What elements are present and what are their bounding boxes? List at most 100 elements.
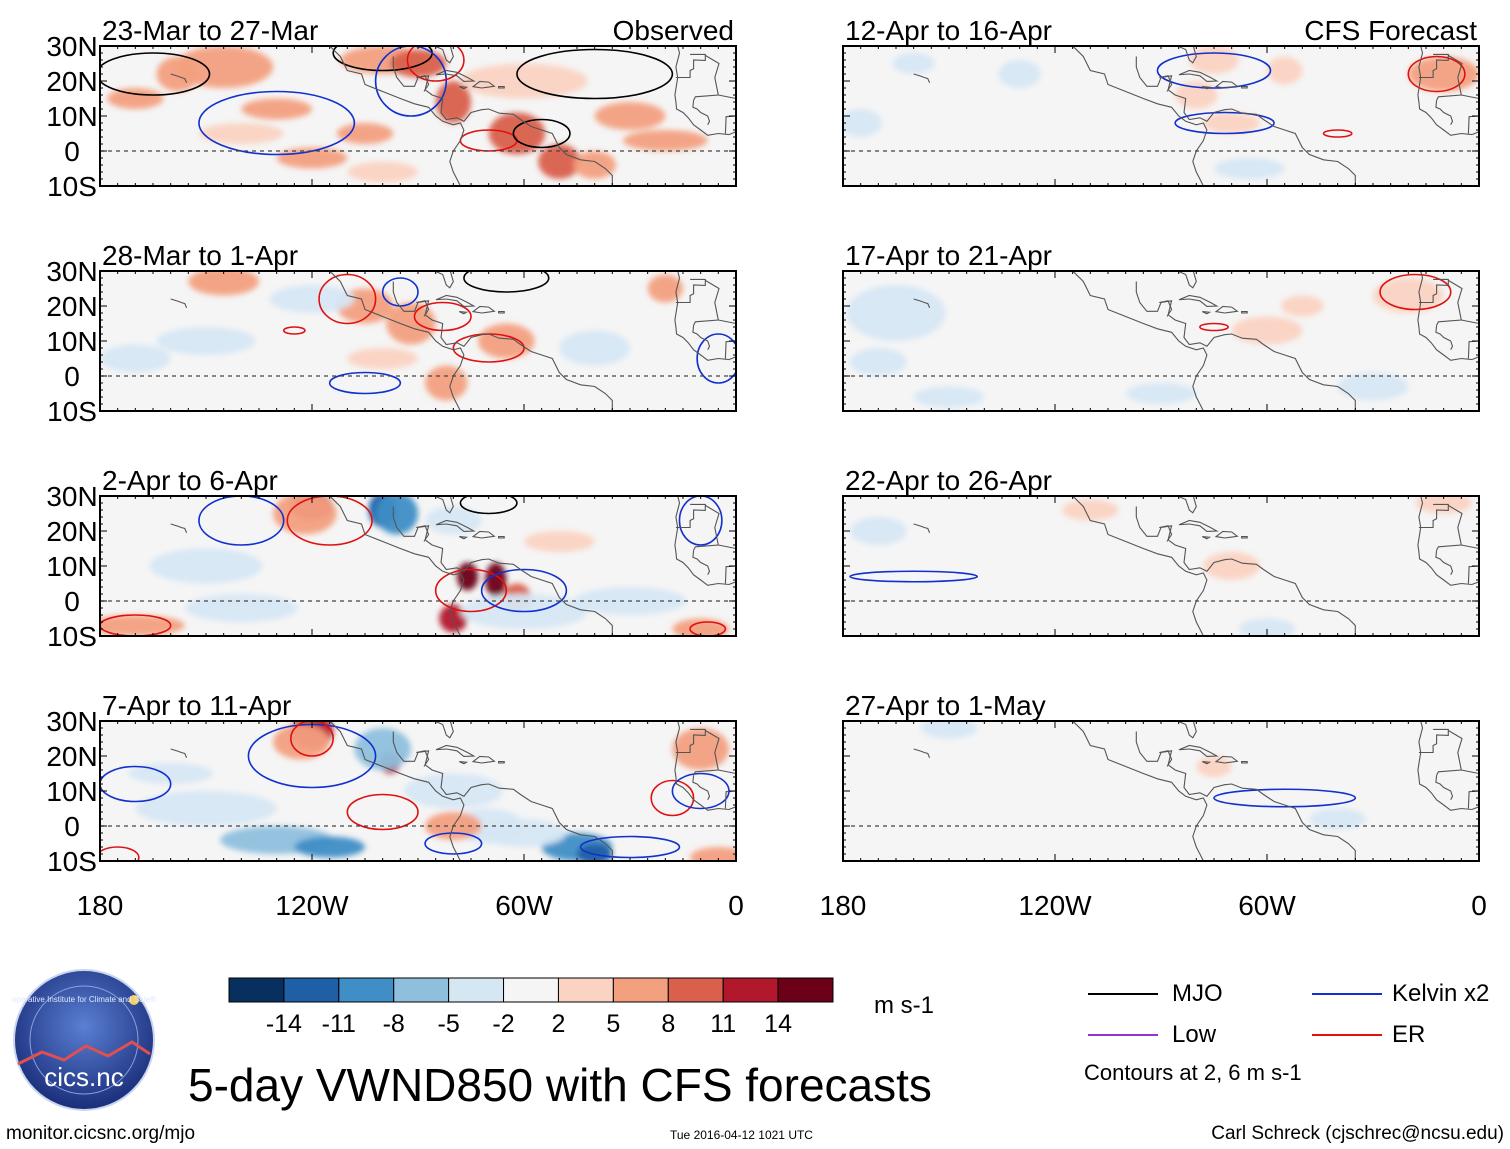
coastlines (170, 496, 736, 636)
coastline (1159, 525, 1173, 542)
anomaly-blob (690, 847, 736, 861)
coastline (1135, 731, 1356, 861)
wave-contour (1379, 273, 1452, 311)
anomaly-blob (425, 365, 468, 401)
y-tick-label: 10S (47, 171, 97, 202)
coastline (674, 271, 736, 361)
wave-contour (374, 46, 448, 117)
colorbar-swatch (448, 977, 505, 1003)
border (1436, 730, 1463, 776)
anomaly-blob (488, 112, 546, 155)
coastline (416, 300, 430, 317)
colorbar-tick-label: 8 (661, 1010, 675, 1035)
anomaly-blob (998, 60, 1041, 88)
x-tick-label: 120W (275, 890, 349, 921)
island (1178, 744, 1219, 757)
anomaly-blob (920, 721, 978, 739)
wave-contour (282, 326, 306, 335)
anomaly-blob (269, 285, 355, 313)
island (435, 519, 476, 532)
panel-date-label: 23-Mar to 27-Mar (102, 15, 318, 46)
anomaly-blob (481, 819, 567, 847)
anomaly-blob (1337, 372, 1409, 401)
coastline (170, 748, 188, 759)
border (1435, 325, 1454, 351)
wave-contour (198, 496, 285, 546)
coastline (1159, 75, 1173, 92)
legend-contour-note: Contours at 2, 6 m s-1 (1084, 1060, 1302, 1085)
coastline (170, 73, 188, 84)
coastline (328, 46, 465, 186)
island (1241, 86, 1248, 89)
border (1461, 94, 1479, 134)
panel-background (843, 496, 1479, 636)
coastline (328, 496, 465, 636)
y-tick-label: 0 (64, 136, 80, 167)
colorbar-swatch (338, 977, 395, 1003)
coastline (1417, 271, 1479, 361)
colorbar-tick-label: 14 (764, 1010, 792, 1035)
wave-contour (1322, 129, 1353, 138)
panel-background (843, 721, 1479, 861)
island (1214, 755, 1239, 764)
anomaly-blob (538, 144, 581, 179)
border (693, 504, 720, 551)
legend-label-low: Low (1172, 1021, 1217, 1048)
cics-logo: cics.nc Cooperative Institute for Climat… (12, 969, 156, 1111)
legend-line-mjo (1088, 993, 1158, 995)
map-panel: 17-Apr to 21-Apr (842, 240, 1480, 412)
coastline (416, 75, 430, 92)
legend-line-er (1312, 1034, 1382, 1036)
border (718, 769, 736, 809)
colorbar: -14 -11 -8 -5 -2 2 5 8 11 14 (228, 977, 834, 1035)
panel-plot-area (843, 496, 1479, 636)
wave-contour (100, 765, 172, 803)
anomaly-blob (524, 531, 595, 552)
wave-contour (381, 277, 419, 307)
logo-text: cics.nc (44, 1062, 123, 1092)
coastline (1417, 496, 1479, 586)
border (1461, 544, 1479, 584)
wave-contour (286, 496, 373, 546)
footer-url[interactable]: monitor.cicsnc.org/mjo (6, 1123, 196, 1144)
coastline (1071, 721, 1208, 861)
coastline (1159, 750, 1173, 767)
anomaly-blob (354, 728, 411, 770)
panel-plot-area (100, 721, 736, 861)
coastline (913, 523, 931, 534)
colorbar-tick-label: -8 (383, 1010, 405, 1035)
anomaly-blob (559, 330, 631, 366)
anomaly-shading (846, 278, 1444, 408)
anomaly-blob (1309, 808, 1366, 830)
anomaly-blob (294, 836, 365, 858)
anomaly-blob (135, 791, 277, 826)
y-tick-label: 30N (46, 256, 97, 287)
anomaly-blob (347, 348, 418, 369)
logo-ring-text: Cooperative Institute for Climate and Sa… (12, 995, 156, 1004)
panel-date-label: 27-Apr to 1-May (845, 690, 1046, 721)
anomaly-blob (403, 773, 503, 809)
anomaly-blob (184, 594, 298, 622)
coastline (392, 281, 613, 411)
coastline (1071, 46, 1208, 186)
coastline (328, 721, 465, 861)
anomaly-blob (241, 98, 312, 120)
wave-contour (100, 846, 140, 861)
border (692, 775, 711, 801)
wave-contour (413, 301, 472, 332)
border (675, 728, 706, 754)
island (498, 761, 505, 764)
coastline (1135, 506, 1356, 636)
colorbar-tick-label: -5 (438, 1010, 460, 1035)
panel-plot-area (100, 271, 736, 411)
wave-contour (424, 832, 483, 855)
wave-contour (100, 52, 211, 96)
anomaly-blob (1125, 383, 1197, 404)
island (471, 80, 496, 89)
anomaly-blob (573, 151, 616, 179)
coastline (416, 525, 430, 542)
border (692, 325, 711, 351)
coastline (674, 721, 736, 811)
